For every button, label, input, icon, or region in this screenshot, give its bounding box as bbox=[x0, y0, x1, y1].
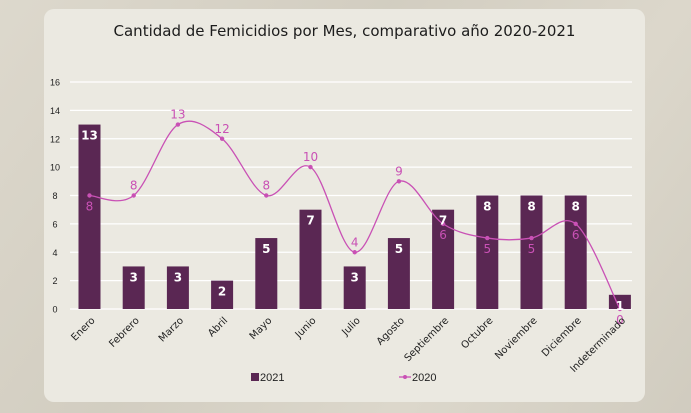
x-tick-label: Octubre bbox=[459, 315, 495, 351]
point-2020 bbox=[617, 306, 623, 312]
line-data-label: 8 bbox=[130, 179, 138, 193]
bar-data-label: 7 bbox=[306, 214, 314, 228]
bar-2021 bbox=[476, 195, 499, 309]
bar-data-label: 3 bbox=[130, 270, 138, 284]
bar-2021 bbox=[122, 266, 145, 309]
point-2020 bbox=[308, 164, 313, 170]
point-2020 bbox=[485, 235, 490, 241]
point-2020 bbox=[529, 235, 534, 241]
line-data-label: 8 bbox=[262, 179, 270, 193]
point-2020 bbox=[87, 193, 92, 198]
bar-2021 bbox=[299, 209, 322, 309]
legend-label-2020: 2020 bbox=[412, 372, 436, 384]
y-tick-label: 10 bbox=[50, 163, 60, 173]
x-tick-label: Noviembre bbox=[493, 315, 539, 361]
point-2020 bbox=[396, 179, 402, 184]
y-tick-label: 12 bbox=[50, 134, 60, 144]
y-tick-label: 6 bbox=[52, 219, 57, 229]
y-tick-label: 14 bbox=[50, 106, 60, 116]
line-data-label: 0 bbox=[616, 313, 624, 327]
bar-2021 bbox=[564, 195, 587, 309]
bar-data-label: 13 bbox=[81, 129, 98, 143]
bar-2021 bbox=[520, 195, 543, 309]
chart-title: Cantidad de Femicidios por Mes, comparat… bbox=[113, 22, 576, 40]
bar-data-label: 8 bbox=[483, 200, 491, 214]
bar-data-label: 3 bbox=[351, 270, 359, 284]
x-tick-label: Junio bbox=[293, 315, 319, 341]
x-tick-label: Abril bbox=[206, 315, 230, 339]
bar-data-label: 5 bbox=[395, 242, 403, 256]
y-tick-label: 4 bbox=[52, 248, 57, 258]
point-2020 bbox=[440, 221, 446, 227]
x-tick-label: Julio bbox=[340, 315, 363, 338]
legend-swatch-2021 bbox=[251, 373, 259, 381]
x-tick-label: Marzo bbox=[157, 315, 186, 344]
bar-2021 bbox=[343, 266, 366, 309]
line-data-label: 4 bbox=[351, 235, 359, 249]
line-data-label: 12 bbox=[214, 122, 229, 136]
bar-2021 bbox=[166, 266, 189, 309]
bar-2021 bbox=[211, 280, 234, 309]
x-tick-label: Agosto bbox=[375, 315, 407, 347]
bar-2021 bbox=[255, 238, 278, 309]
x-tick-label: Septiembre bbox=[403, 315, 452, 364]
chart-card: Cantidad de Femicidios por Mes, comparat… bbox=[44, 9, 645, 402]
x-tick-label: Febrero bbox=[107, 315, 141, 349]
bar-data-label: 7 bbox=[439, 214, 447, 228]
x-tick-label: Mayo bbox=[248, 315, 275, 342]
legend-label-2021: 2021 bbox=[260, 372, 284, 384]
bar-data-label: 8 bbox=[572, 200, 580, 214]
point-2020 bbox=[175, 122, 181, 127]
bar-data-label: 1 bbox=[616, 299, 624, 313]
legend-marker-2020 bbox=[403, 375, 407, 379]
y-tick-label: 0 bbox=[52, 305, 57, 315]
bar-data-label: 8 bbox=[527, 200, 535, 214]
bar-data-label: 3 bbox=[174, 270, 182, 284]
bar-2021 bbox=[432, 209, 455, 309]
point-2020 bbox=[219, 136, 225, 141]
point-2020 bbox=[352, 250, 357, 255]
y-tick-label: 8 bbox=[52, 191, 57, 201]
bar-data-label: 2 bbox=[218, 285, 226, 299]
line-data-label: 5 bbox=[528, 242, 536, 256]
y-tick-label: 2 bbox=[52, 276, 57, 286]
bar-2021 bbox=[78, 124, 101, 309]
line-data-label: 9 bbox=[395, 164, 403, 178]
line-data-label: 6 bbox=[572, 228, 580, 242]
line-data-label: 10 bbox=[303, 150, 318, 164]
line-data-label: 5 bbox=[483, 242, 491, 256]
bar-data-label: 5 bbox=[262, 242, 270, 256]
point-2020 bbox=[264, 193, 269, 198]
point-2020 bbox=[131, 193, 136, 198]
x-tick-label: Diciembre bbox=[540, 315, 584, 359]
line-data-label: 6 bbox=[439, 228, 447, 242]
point-2020 bbox=[573, 221, 578, 227]
y-tick-label: 16 bbox=[50, 78, 60, 88]
x-tick-label: Enero bbox=[69, 315, 97, 343]
bar-2021 bbox=[387, 238, 410, 309]
line-data-label: 13 bbox=[170, 108, 185, 122]
line-data-label: 8 bbox=[86, 200, 94, 214]
